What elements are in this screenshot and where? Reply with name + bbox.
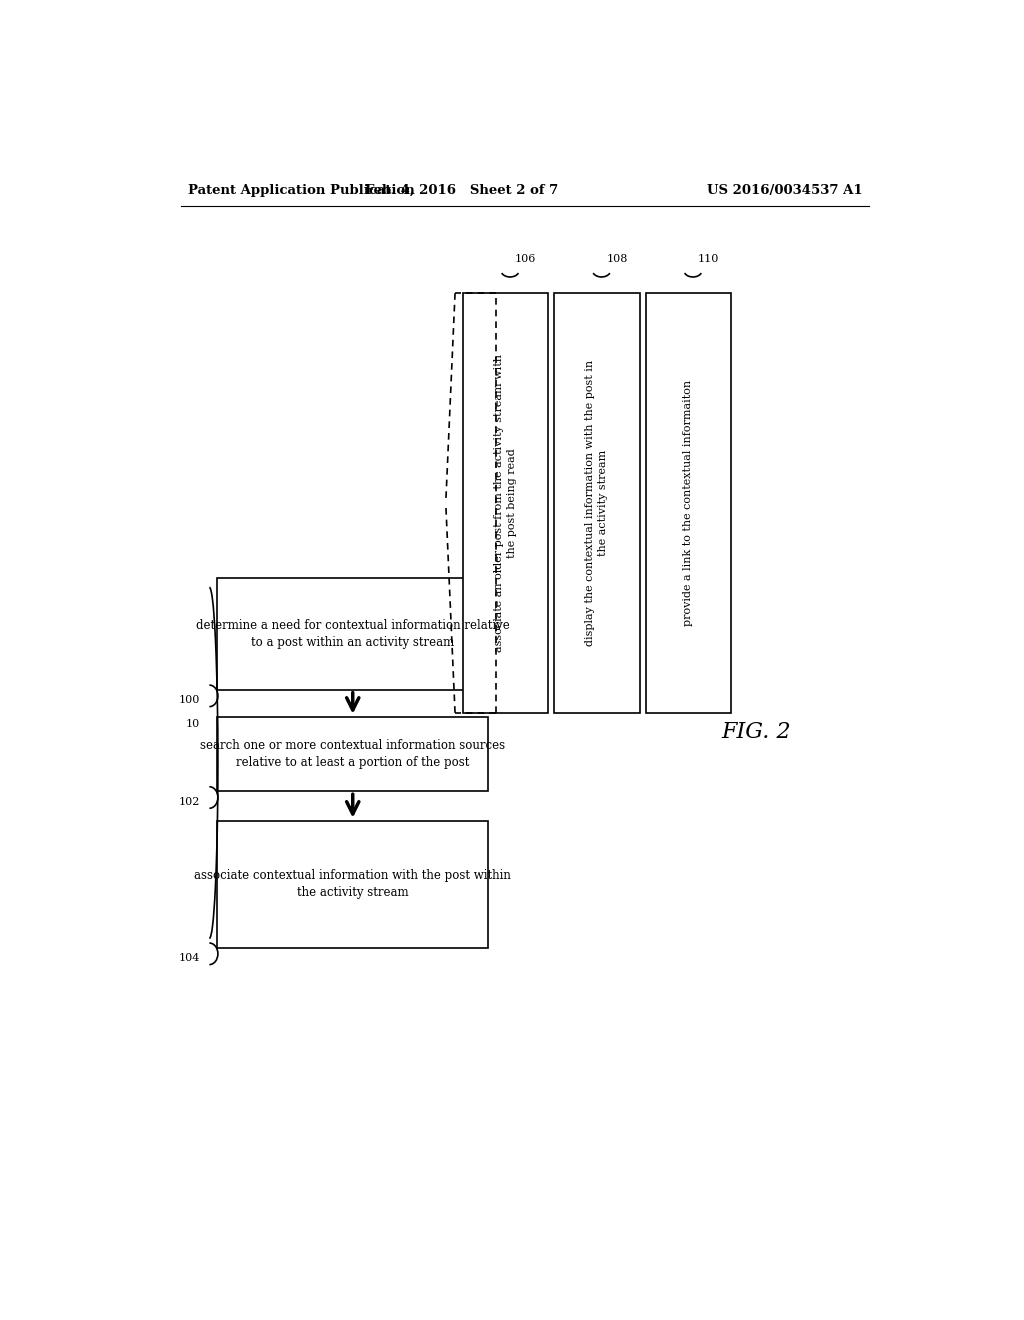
- Text: search one or more contextual information sources
relative to at least a portion: search one or more contextual informatio…: [200, 739, 505, 770]
- Text: associate an older post from the activity stream with
the post being read: associate an older post from the activit…: [494, 354, 517, 652]
- Text: associate contextual information with the post within
the activity stream: associate contextual information with th…: [195, 869, 511, 899]
- Text: determine a need for contextual information relative
to a post within an activit: determine a need for contextual informat…: [196, 619, 510, 649]
- Text: provide a link to the contextual informaiton: provide a link to the contextual informa…: [683, 380, 693, 626]
- Text: 110: 110: [697, 253, 719, 264]
- Text: 10: 10: [185, 719, 200, 730]
- FancyBboxPatch shape: [646, 293, 731, 713]
- Text: Feb. 4, 2016   Sheet 2 of 7: Feb. 4, 2016 Sheet 2 of 7: [365, 185, 558, 197]
- Text: 102: 102: [179, 797, 200, 807]
- Text: 104: 104: [179, 953, 200, 964]
- FancyBboxPatch shape: [217, 578, 488, 689]
- FancyBboxPatch shape: [217, 821, 488, 948]
- Text: Patent Application Publication: Patent Application Publication: [188, 185, 415, 197]
- Text: 108: 108: [606, 253, 628, 264]
- Text: FIG. 2: FIG. 2: [721, 721, 791, 743]
- FancyBboxPatch shape: [554, 293, 640, 713]
- Text: display the contextual information with the post in
the activity stream: display the contextual information with …: [586, 360, 608, 645]
- Text: 106: 106: [515, 253, 537, 264]
- FancyBboxPatch shape: [217, 717, 488, 792]
- FancyBboxPatch shape: [463, 293, 548, 713]
- Text: US 2016/0034537 A1: US 2016/0034537 A1: [708, 185, 862, 197]
- Text: 100: 100: [179, 696, 200, 705]
